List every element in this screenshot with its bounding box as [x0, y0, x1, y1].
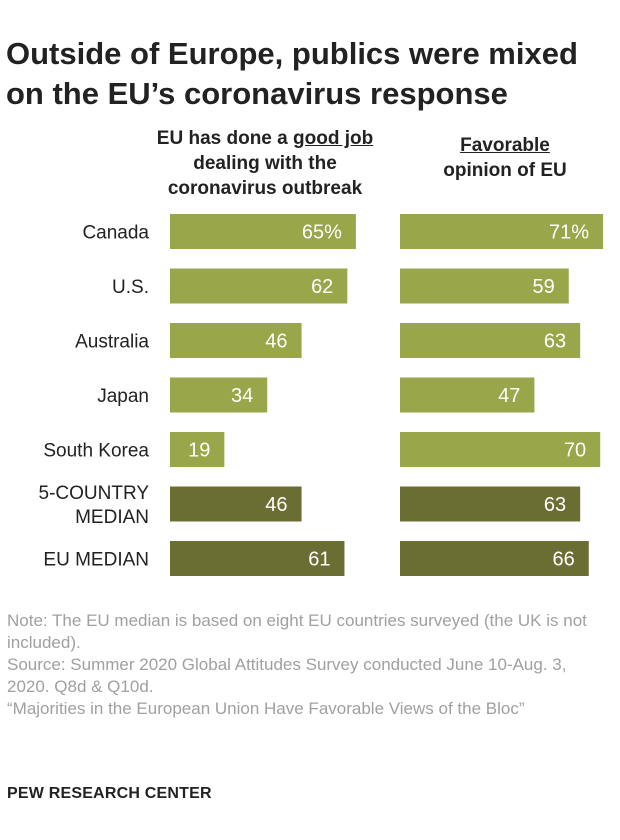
notes: Note: The EU median is based on eight EU…	[7, 610, 607, 720]
bar	[400, 541, 589, 576]
bar	[400, 214, 604, 249]
bar-chart: Canada 65% 71% U.S. 62 59 Australia 46 63 Japan 34…	[39, 214, 604, 576]
data-label: 71%	[549, 222, 589, 244]
left-header-emph: good job	[293, 128, 374, 149]
left-column-header: EU has done a good job dealing with the …	[130, 126, 400, 201]
bar	[170, 214, 356, 249]
category-label: EU MEDIAN	[43, 550, 149, 571]
bar	[170, 432, 225, 467]
data-label: 19	[188, 440, 210, 462]
data-label: 46	[265, 331, 287, 353]
data-label: 62	[311, 276, 333, 298]
category-label: Japan	[97, 386, 149, 407]
bar	[400, 432, 601, 467]
left-header-pre: EU has done a	[156, 128, 293, 149]
chart-title: Outside of Europe, publics were mixed on…	[6, 36, 578, 111]
data-label: 70	[564, 440, 586, 462]
note-text: Note: The EU median is based on eight EU…	[7, 611, 587, 652]
left-header-line3: coronavirus outbreak	[167, 178, 363, 199]
bar	[400, 377, 535, 413]
bar	[170, 541, 345, 576]
data-label: 61	[308, 549, 330, 571]
data-label: 63	[544, 331, 566, 353]
bar	[400, 268, 569, 304]
data-label: 66	[553, 549, 575, 571]
right-header-line2: opinion of EU	[443, 160, 567, 181]
data-label: 46	[265, 494, 287, 516]
data-label: 63	[544, 494, 566, 516]
data-label: 34	[231, 385, 253, 407]
bar	[400, 323, 581, 358]
data-label: 59	[532, 276, 554, 298]
bar	[170, 323, 302, 358]
category-label: Canada	[82, 223, 149, 244]
data-label: 47	[498, 385, 520, 407]
category-label: South Korea	[43, 441, 149, 462]
source-text: Source: Summer 2020 Global Attitudes Sur…	[7, 655, 567, 696]
bar	[170, 377, 268, 413]
category-label: U.S.	[112, 277, 149, 298]
category-label: Australia	[75, 332, 149, 353]
pew-logo-text: PEW RESEARCH CENTER	[7, 785, 212, 802]
right-column-header: Favorable opinion of EU	[400, 133, 610, 183]
category-label: 5-COUNTRY MEDIAN	[39, 483, 150, 528]
data-label: 65%	[302, 222, 342, 244]
bar	[170, 486, 302, 522]
left-header-line2: dealing with the	[193, 153, 337, 174]
bar	[170, 268, 348, 304]
bar	[400, 486, 581, 522]
right-header-emph: Favorable	[460, 135, 550, 156]
report-title: “Majorities in the European Union Have F…	[7, 699, 525, 718]
